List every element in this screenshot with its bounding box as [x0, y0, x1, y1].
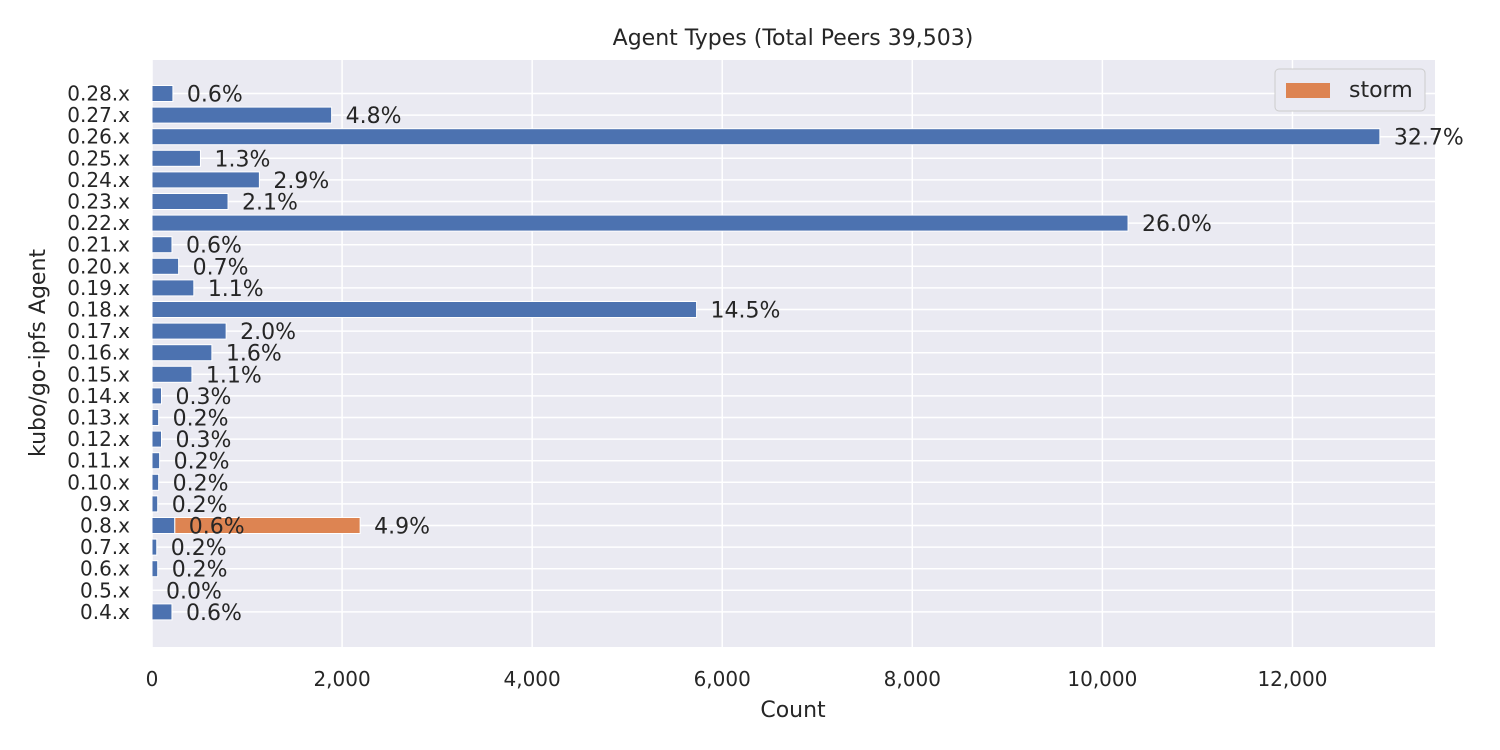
bar-series-0-0.28.x: [151, 85, 174, 102]
bar-series-0-0.22.x: [151, 214, 1129, 232]
bar-series-0-0.16.x: [151, 344, 213, 362]
bar-series-0-0.15.x: [151, 365, 193, 383]
bars: [151, 85, 1381, 621]
data-label-0.22.x: 26.0%: [1142, 212, 1212, 237]
plot-background: [152, 60, 1435, 647]
y-tick-label: 0.11.x: [67, 449, 130, 473]
y-tick-label: 0.10.x: [67, 470, 130, 494]
bar-series-0-0.6.x: [151, 560, 159, 578]
data-label-0.10.x: 0.2%: [173, 471, 229, 496]
data-label-0.24.x: 2.9%: [273, 169, 329, 194]
x-tick-label: 10,000: [1067, 667, 1137, 691]
data-label-0.27.x: 4.8%: [346, 104, 402, 129]
y-tick-label: 0.13.x: [67, 406, 130, 430]
data-label-0.13.x: 0.2%: [173, 407, 229, 432]
bar-series-0-0.25.x: [151, 149, 201, 167]
bar-series-0-0.21.x: [151, 236, 173, 254]
bar-series-0-0.23.x: [151, 193, 229, 210]
bar-series-0-0.14.x: [151, 387, 163, 405]
y-tick-label: 0.16.x: [67, 341, 130, 365]
x-tick-label: 0: [146, 667, 159, 691]
legend: storm: [1274, 68, 1426, 112]
data-label-0.18.x: 14.5%: [711, 299, 781, 324]
x-tick-label: 8,000: [884, 667, 941, 691]
y-tick-label: 0.14.x: [67, 384, 130, 408]
y-tick-label: 0.4.x: [80, 600, 130, 624]
data-label-0.4.x: 0.6%: [186, 601, 242, 626]
y-tick-label: 0.12.x: [67, 427, 130, 451]
bar-series-0-0.17.x: [151, 322, 227, 340]
bar-series-0-0.8.x: [151, 517, 176, 534]
y-tick-label: 0.8.x: [80, 514, 130, 538]
bar-series-0-0.26.x: [151, 128, 1381, 146]
data-label-0.15.x: 1.1%: [206, 363, 262, 388]
data-label-0.28.x: 0.6%: [187, 83, 243, 108]
bar-series-0-0.9.x: [151, 495, 159, 513]
data-label-0.19.x: 1.1%: [208, 277, 264, 302]
bar-series-0-0.20.x: [151, 257, 180, 275]
x-tick-label: 6,000: [694, 667, 751, 691]
data-label-0.8.x: 0.6%: [189, 515, 245, 540]
y-axis-title: kubo/go-ipfs Agent: [26, 249, 51, 457]
data-label-0.21.x: 0.6%: [186, 234, 242, 259]
bar-storm-0.8.x: [174, 517, 361, 534]
data-label-0.26.x: 32.7%: [1394, 126, 1464, 151]
y-tick-label: 0.7.x: [80, 535, 130, 559]
y-tick-label: 0.28.x: [67, 82, 130, 106]
y-tick-label: 0.22.x: [67, 211, 130, 235]
x-axis-title: Count: [760, 698, 826, 723]
data-label-0.6.x: 0.2%: [172, 558, 228, 583]
data-label-0.25.x: 1.3%: [214, 147, 270, 172]
y-tick-label: 0.24.x: [67, 168, 130, 192]
y-tick-label: 0.6.x: [80, 557, 130, 581]
data-label-0.5.x: 0.0%: [166, 579, 222, 604]
legend-box: [1274, 68, 1426, 112]
data-label-0.8.x: 4.9%: [374, 515, 430, 540]
y-tick-label: 0.15.x: [67, 362, 130, 386]
x-tick-label: 2,000: [313, 667, 370, 691]
data-label-0.17.x: 2.0%: [240, 320, 296, 345]
y-tick-label: 0.26.x: [67, 125, 130, 149]
data-label-0.20.x: 0.7%: [193, 255, 249, 280]
bar-series-0-0.19.x: [151, 279, 195, 297]
bar-series-0-0.11.x: [151, 452, 161, 470]
data-label-0.11.x: 0.2%: [174, 450, 230, 475]
data-label-0.7.x: 0.2%: [171, 536, 227, 561]
x-tick-label: 4,000: [504, 667, 561, 691]
y-tick-label: 0.18.x: [67, 298, 130, 322]
chart-title: Agent Types (Total Peers 39,503): [613, 26, 974, 51]
legend-label-storm: storm: [1349, 78, 1413, 103]
y-tick-label: 0.27.x: [67, 103, 130, 127]
y-tick-labels: 0.28.x0.27.x0.26.x0.25.x0.24.x0.23.x0.22…: [67, 82, 130, 624]
data-label-0.16.x: 1.6%: [226, 342, 282, 367]
bar-series-0-0.7.x: [151, 538, 158, 556]
data-label-0.12.x: 0.3%: [176, 428, 232, 453]
y-tick-label: 0.5.x: [80, 578, 130, 602]
data-label-0.9.x: 0.2%: [172, 493, 228, 518]
y-tick-label: 0.25.x: [67, 146, 130, 170]
y-tick-label: 0.23.x: [67, 190, 130, 214]
y-tick-label: 0.17.x: [67, 319, 130, 343]
data-labels: 0.6%4.8%32.7%1.3%2.9%2.1%26.0%0.6%0.7%1.…: [166, 83, 1464, 626]
y-tick-label: 0.20.x: [67, 254, 130, 278]
x-tick-labels: 0 2,000 4,000 6,000 8,000 10,000 12,000: [146, 667, 1328, 691]
data-label-0.14.x: 0.3%: [176, 385, 232, 410]
bar-series-0-0.13.x: [151, 409, 160, 426]
bar-series-0-0.24.x: [151, 171, 260, 189]
x-tick-label: 12,000: [1257, 667, 1327, 691]
bar-series-0-0.12.x: [151, 430, 163, 448]
y-tick-label: 0.21.x: [67, 233, 130, 257]
y-tick-label: 0.9.x: [80, 492, 130, 516]
y-tick-label: 0.19.x: [67, 276, 130, 300]
data-label-0.23.x: 2.1%: [242, 191, 298, 216]
bar-series-0-0.10.x: [151, 473, 160, 491]
bar-series-0-0.27.x: [151, 106, 333, 124]
bar-series-0-0.4.x: [151, 603, 173, 621]
bar-series-0-0.18.x: [151, 301, 698, 318]
legend-swatch-storm: [1286, 83, 1330, 98]
